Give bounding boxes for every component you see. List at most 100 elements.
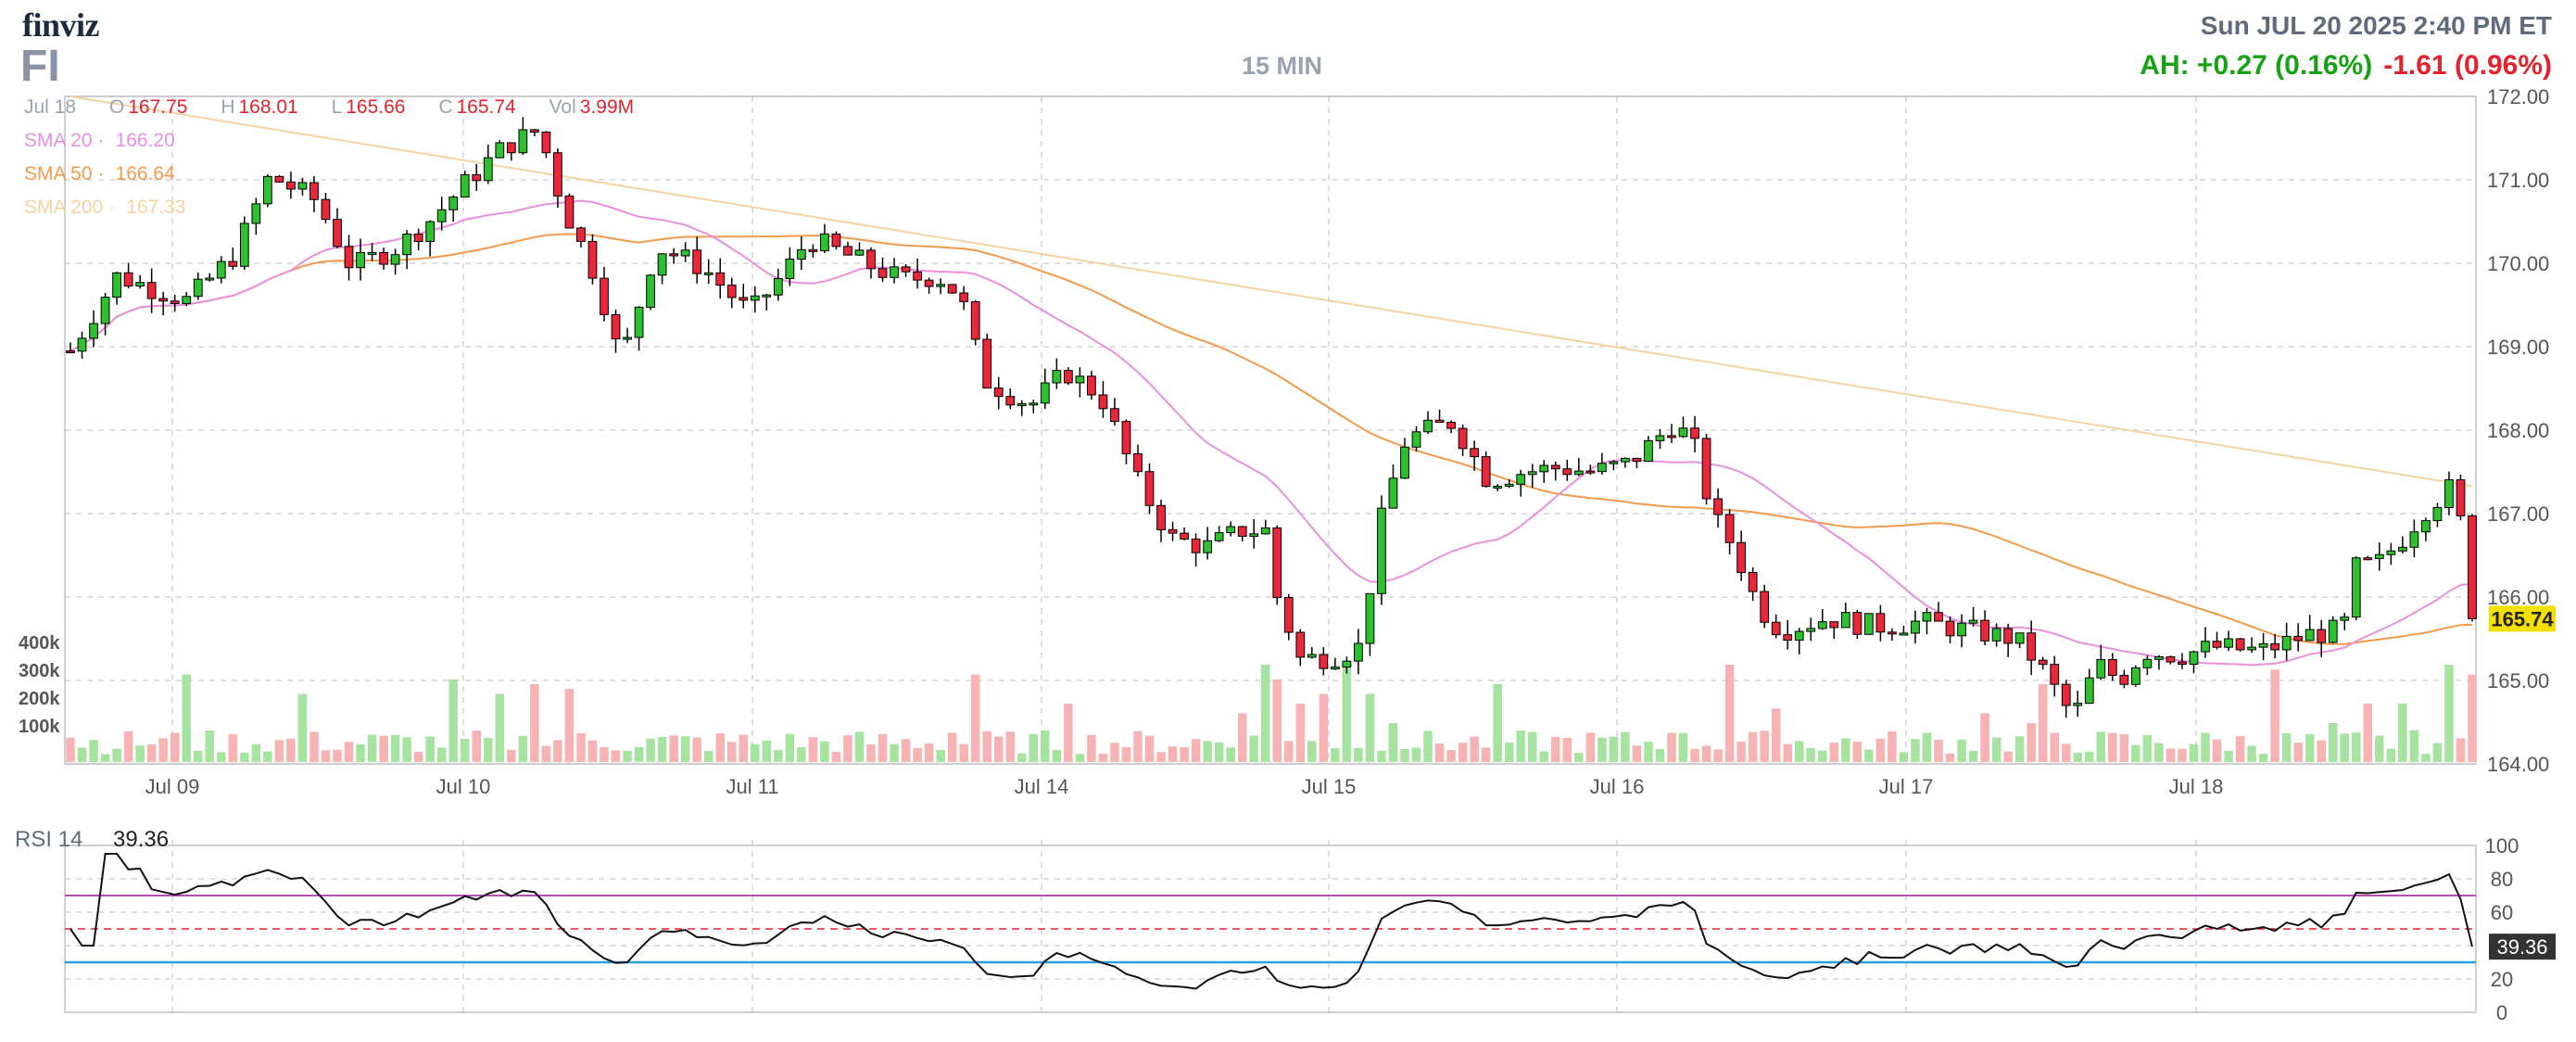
sma50-legend[interactable]: SMA 50 · 166.64 <box>24 163 175 185</box>
candle <box>506 142 516 161</box>
timeframe-label[interactable]: 15 MIN <box>1242 52 1323 80</box>
candle <box>1110 398 1119 426</box>
candle-body <box>1272 527 1282 599</box>
candle <box>1423 411 1433 435</box>
volume-bar <box>1760 731 1769 762</box>
rsi-tick-label: 20 <box>2491 968 2513 991</box>
candle <box>1017 400 1027 416</box>
volume-bar <box>2432 743 2443 762</box>
volume-bar <box>321 750 331 762</box>
sma20-dot: · <box>97 130 105 151</box>
volume-bar <box>274 740 284 762</box>
volume-bar <box>100 754 110 762</box>
candle-body <box>703 272 713 275</box>
sma50-dot: · <box>97 163 105 184</box>
candle <box>1829 621 1839 640</box>
candle-body <box>901 266 911 273</box>
volume-bar <box>1295 704 1306 762</box>
candle <box>309 175 319 212</box>
sma20-legend[interactable]: SMA 20 · 166.20 <box>24 130 175 152</box>
candle <box>2235 637 2245 652</box>
volume-bar <box>1388 723 1398 762</box>
sma200-label: SMA 200 <box>24 197 104 218</box>
volume-bar <box>1632 745 1642 762</box>
candle-body <box>692 249 702 274</box>
volume-bar <box>600 746 609 762</box>
candle-body <box>135 282 145 286</box>
candle-body <box>739 297 749 301</box>
candle-body <box>970 300 980 340</box>
candle <box>587 234 598 285</box>
candle-body <box>402 233 412 256</box>
candle <box>1794 628 1804 654</box>
candle <box>1504 479 1514 489</box>
candle <box>2224 630 2233 652</box>
candle-body <box>66 350 75 353</box>
candle-body <box>1133 452 1143 473</box>
candle-body <box>878 268 888 278</box>
price-tick-label: 166.00 <box>2487 586 2549 609</box>
candle-body <box>1330 667 1340 670</box>
candle-body <box>715 272 726 286</box>
candle-body <box>390 254 400 265</box>
candle-body <box>1354 642 1363 662</box>
candle-body <box>1423 419 1433 433</box>
candle <box>1260 519 1270 535</box>
finviz-logo[interactable]: finviz <box>22 6 100 44</box>
price-tick-label: 171.00 <box>2487 169 2549 192</box>
candle-body <box>1667 435 1676 438</box>
date-tick-label: Jul 17 <box>1879 775 1934 798</box>
last-price-label: 165.74 <box>2491 607 2554 630</box>
candle <box>2014 632 2025 649</box>
candle-body <box>831 233 841 248</box>
candle-body <box>1806 628 1816 632</box>
candle <box>1377 495 1386 605</box>
candle <box>1724 508 1735 555</box>
candle <box>2270 633 2280 659</box>
volume-bar <box>170 732 180 762</box>
candle <box>425 220 436 257</box>
candle <box>1388 464 1398 509</box>
candle <box>472 163 482 192</box>
volume-bar <box>2131 744 2140 762</box>
volume-bar <box>703 751 713 762</box>
candle <box>1863 613 1874 635</box>
candle-body <box>146 282 157 299</box>
volume-bar <box>878 733 888 762</box>
volume-bar <box>1156 752 1166 762</box>
candle-body <box>2281 635 2292 651</box>
volume-bar <box>158 738 168 762</box>
candle <box>1342 656 1352 674</box>
candle <box>1098 381 1108 418</box>
candle <box>297 177 308 197</box>
candle <box>1655 428 1665 450</box>
candle <box>1911 610 1920 644</box>
volume-bar <box>1411 747 1421 762</box>
candle-body <box>2107 659 2117 676</box>
volume-bar <box>1945 753 1955 762</box>
candle <box>2050 655 2060 697</box>
candle-body <box>1307 654 1317 658</box>
candle-body <box>170 300 180 304</box>
volume-bar <box>309 731 319 762</box>
volume-bar <box>1829 743 1839 762</box>
candle-body <box>2201 641 2210 653</box>
volume-bar <box>135 745 145 762</box>
volume-tick-label: 300k <box>19 661 60 681</box>
candle <box>692 236 702 284</box>
candle <box>1690 415 1699 452</box>
candle-body <box>657 253 667 276</box>
candle <box>460 171 470 198</box>
volume-bar <box>1655 748 1665 762</box>
candle-body <box>2178 661 2187 665</box>
sma200-legend[interactable]: SMA 200 · 167.33 <box>24 197 185 219</box>
candle-body <box>2154 655 2164 660</box>
candle <box>1434 409 1445 424</box>
candle <box>1806 617 1816 642</box>
candle <box>1701 434 1711 505</box>
candle <box>785 247 795 286</box>
candle <box>703 259 713 285</box>
volume-bar <box>1888 731 1897 762</box>
date-tick-label: Jul 15 <box>1302 775 1357 798</box>
